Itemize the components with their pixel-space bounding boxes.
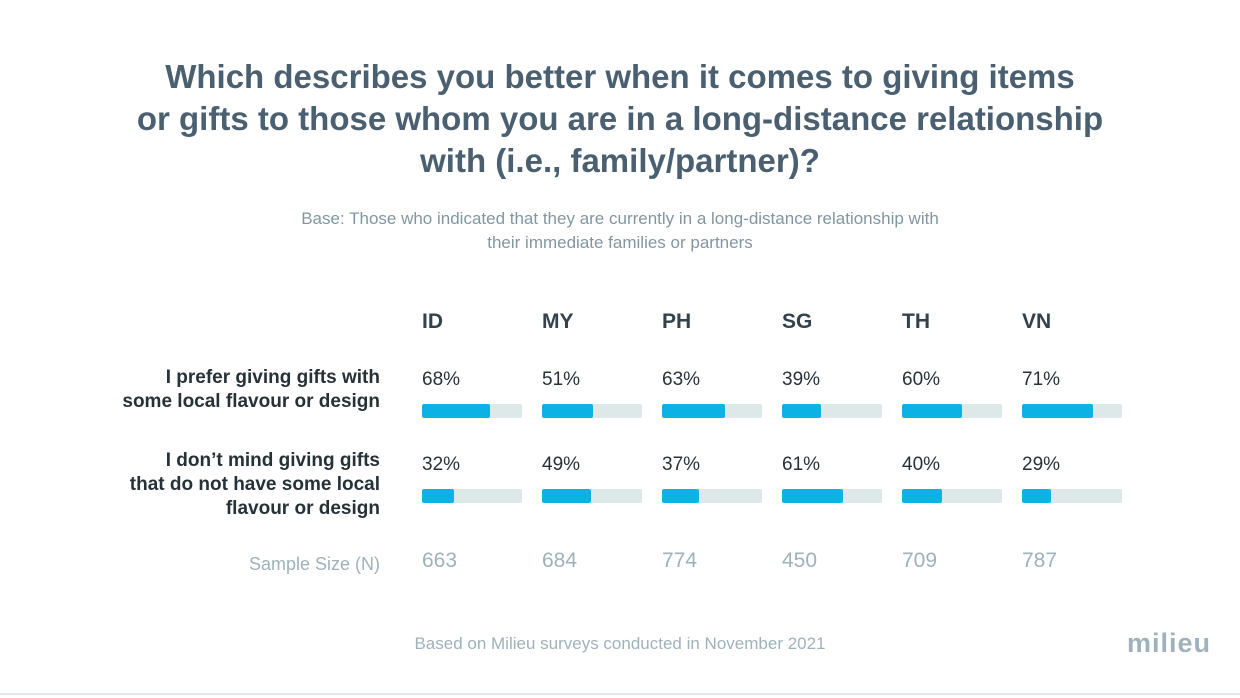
bar (422, 404, 490, 418)
row-label-line: some local flavour or design (122, 391, 380, 412)
sample-size-value: 774 (662, 549, 698, 572)
data-label: 39% (782, 369, 821, 390)
column-header-my: MY (542, 310, 574, 333)
bar-track (782, 489, 882, 503)
data-label: 60% (902, 369, 941, 390)
data-label: 29% (1022, 454, 1061, 475)
bar-track (662, 489, 762, 503)
data-label: 71% (1022, 369, 1061, 390)
column-header-sg: SG (782, 310, 813, 333)
data-label: 37% (662, 454, 701, 475)
bottom-divider (0, 693, 1240, 695)
sample-size-value: 663 (422, 549, 458, 572)
row-label-line: flavour or design (225, 498, 380, 519)
bar (902, 404, 962, 418)
bar (782, 404, 821, 418)
bar-track (422, 489, 522, 503)
bar-track (662, 404, 762, 418)
column-header-id: ID (422, 310, 443, 333)
row-label-line: I don’t mind giving gifts (165, 450, 380, 471)
bar (662, 404, 725, 418)
bar (542, 489, 591, 503)
bar-track (542, 404, 642, 418)
chart-subtitle-line: their immediate families or partners (487, 233, 753, 252)
bar (1022, 404, 1093, 418)
data-label: 51% (542, 369, 581, 390)
bar-track (782, 404, 882, 418)
bar-track (902, 489, 1002, 503)
column-header-vn: VN (1022, 310, 1052, 333)
bar (782, 489, 843, 503)
column-header-th: TH (902, 310, 930, 333)
bar-track (902, 404, 1002, 418)
data-label: 49% (542, 454, 581, 475)
bar (1022, 489, 1051, 503)
sample-size-label: Sample Size (N) (248, 554, 380, 574)
chart-title-line: or gifts to those whom you are in a long… (136, 100, 1104, 137)
chart-subtitle-line: Base: Those who indicated that they are … (301, 209, 939, 228)
data-label: 40% (902, 454, 941, 475)
chart-title: Which describes you better when it comes… (0, 56, 1240, 182)
data-label: 63% (662, 369, 701, 390)
sample-size-value: 709 (902, 549, 938, 572)
row-label: I prefer giving gifts with some local fla… (80, 366, 380, 414)
data-label: 32% (422, 454, 461, 475)
bar (422, 489, 454, 503)
bar-track (422, 404, 522, 418)
row-label: I don’t mind giving gifts that do not hav… (80, 449, 380, 521)
chart-title-line: with (i.e., family/partner)? (420, 142, 820, 179)
footer-note: Based on Milieu surveys conducted in Nov… (414, 634, 826, 653)
bar-track (1022, 404, 1122, 418)
data-label: 68% (422, 369, 461, 390)
row-label-line: I prefer giving gifts with (165, 367, 380, 388)
bar-track (542, 489, 642, 503)
chart-subtitle: Base: Those who indicated that they are … (0, 207, 1240, 255)
sample-size-value: 787 (1022, 549, 1058, 572)
data-label: 61% (782, 454, 821, 475)
bar (902, 489, 942, 503)
bar (662, 489, 699, 503)
bar-track (1022, 489, 1122, 503)
sample-size-value: 450 (782, 549, 818, 572)
milieu-logo: milieu (1127, 628, 1212, 658)
sample-size-value: 684 (542, 549, 578, 572)
column-header-ph: PH (662, 310, 692, 333)
row-label-line: that do not have some local (129, 474, 380, 495)
bar (542, 404, 593, 418)
chart-title-line: Which describes you better when it comes… (165, 58, 1075, 95)
